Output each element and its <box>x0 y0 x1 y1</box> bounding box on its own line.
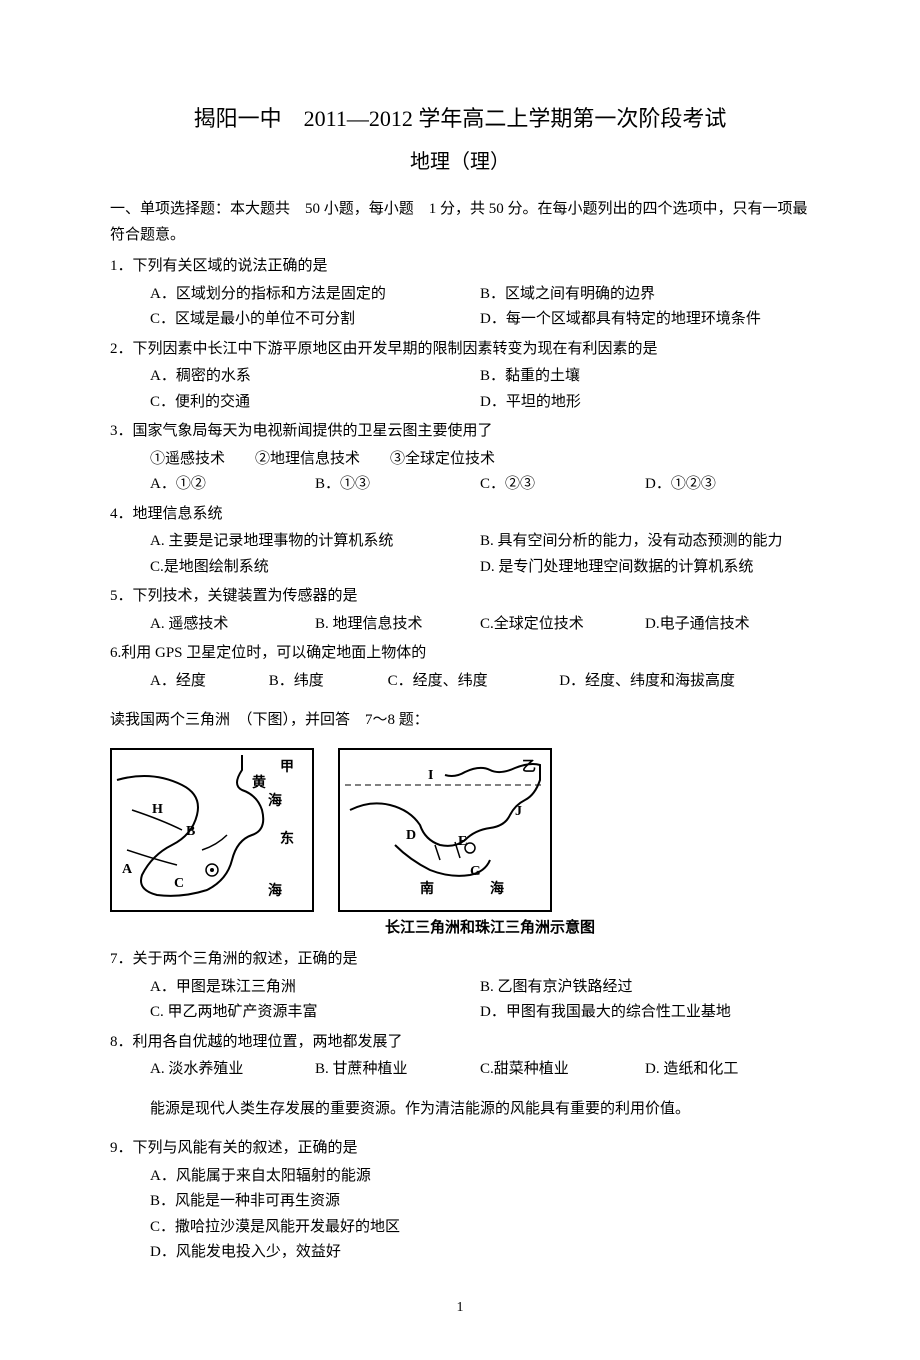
q7-opt-a: A．甲图是珠江三角洲 <box>150 975 480 1001</box>
q9-opt-a: A．风能属于来自太阳辐射的能源 <box>150 1164 810 1190</box>
fig-label-jia: 甲 <box>280 756 294 780</box>
fig-label-a: A <box>122 858 132 882</box>
fig-label-c: C <box>174 872 184 896</box>
question-5: 5．下列技术，关键装置为传感器的是 A. 遥感技术 B. 地理信息技术 C.全球… <box>110 584 810 637</box>
q3-opt-c: C．②③ <box>480 472 645 498</box>
q7-opt-d: D．甲图有我国最大的综合性工业基地 <box>480 1000 810 1026</box>
q1-opt-a: A．区域划分的指标和方法是固定的 <box>150 282 480 308</box>
q8-opt-d: D. 造纸和化工 <box>645 1057 810 1083</box>
q1-stem: 1．下列有关区域的说法正确的是 <box>110 254 810 280</box>
q6-opt-d: D．经度、纬度和海拔高度 <box>559 669 810 695</box>
q5-opt-c: C.全球定位技术 <box>480 612 645 638</box>
q6-stem: 6.利用 GPS 卫星定位时，可以确定地面上物体的 <box>110 641 810 667</box>
fig-label-hai-2: 海 <box>268 880 282 904</box>
q6-opt-a: A．经度 <box>150 669 269 695</box>
q5-opt-a: A. 遥感技术 <box>150 612 315 638</box>
q9-opt-d: D．风能发电投入少，效益好 <box>150 1240 810 1266</box>
q4-stem: 4．地理信息系统 <box>110 502 810 528</box>
fig-label-yi: 乙 <box>522 756 536 780</box>
q5-stem: 5．下列技术，关键装置为传感器的是 <box>110 584 810 610</box>
q2-opt-a: A．稠密的水系 <box>150 364 480 390</box>
q3-sub: ①遥感技术 ②地理信息技术 ③全球定位技术 <box>150 447 810 473</box>
page-number: 1 <box>110 1296 810 1320</box>
q8-opt-a: A. 淡水养殖业 <box>150 1057 315 1083</box>
q2-opt-c: C．便利的交通 <box>150 390 480 416</box>
q7-opt-c: C. 甲乙两地矿产资源丰富 <box>150 1000 480 1026</box>
fig-right-pearl: 乙 I J D E G 南 海 <box>338 748 552 912</box>
fig-label-h: H <box>152 798 163 822</box>
exam-title: 揭阳一中 2011—2012 学年高二上学期第一次阶段考试 <box>110 100 810 137</box>
q8-stem: 8．利用各自优越的地理位置，两地都发展了 <box>110 1030 810 1056</box>
q2-opt-b: B．黏重的土壤 <box>480 364 810 390</box>
q9-opt-b: B．风能是一种非可再生资源 <box>150 1189 810 1215</box>
fig-label-dong: 东 <box>280 828 294 852</box>
q7-stem: 7．关于两个三角洲的叙述，正确的是 <box>110 947 810 973</box>
q9-stem: 9．下列与风能有关的叙述，正确的是 <box>110 1136 810 1162</box>
question-9: 9．下列与风能有关的叙述，正确的是 A．风能属于来自太阳辐射的能源 B．风能是一… <box>110 1136 810 1266</box>
question-2: 2．下列因素中长江中下游平原地区由开发早期的限制因素转变为现在有利因素的是 A．… <box>110 337 810 416</box>
fig-left-yangtze: 甲 黄 海 东 海 H B A C <box>110 748 314 912</box>
section-instructions: 一、单项选择题：本大题共 50 小题，每小题 1 分，共 50 分。在每小题列出… <box>110 197 810 248</box>
q8-opt-b: B. 甘蔗种植业 <box>315 1057 480 1083</box>
q5-opt-b: B. 地理信息技术 <box>315 612 480 638</box>
q2-stem: 2．下列因素中长江中下游平原地区由开发早期的限制因素转变为现在有利因素的是 <box>110 337 810 363</box>
fig-label-nan: 南 <box>420 878 434 902</box>
fig-label-j: J <box>515 800 522 824</box>
q3-opt-b: B．①③ <box>315 472 480 498</box>
q3-opt-d: D．①②③ <box>645 472 810 498</box>
exam-subtitle: 地理（理） <box>110 145 810 179</box>
delta-figure: 甲 黄 海 东 海 H B A C 乙 I J D E G 南 <box>110 748 810 942</box>
q5-opt-d: D.电子通信技术 <box>645 612 810 638</box>
q9-opt-c: C．撒哈拉沙漠是风能开发最好的地区 <box>150 1215 810 1241</box>
q7-opt-b: B. 乙图有京沪铁路经过 <box>480 975 810 1001</box>
fig-label-d: D <box>406 824 416 848</box>
q1-opt-b: B．区域之间有明确的边界 <box>480 282 810 308</box>
fig-label-hai-1: 海 <box>268 790 282 814</box>
q4-opt-a: A. 主要是记录地理事物的计算机系统 <box>150 529 480 555</box>
q1-opt-c: C．区域是最小的单位不可分割 <box>150 307 480 333</box>
q1-opt-d: D．每一个区域都具有特定的地理环境条件 <box>480 307 810 333</box>
question-4: 4．地理信息系统 A. 主要是记录地理事物的计算机系统 B. 具有空间分析的能力… <box>110 502 810 581</box>
q3-opt-a: A．①② <box>150 472 315 498</box>
fig-label-hai-3: 海 <box>490 878 504 902</box>
question-7: 7．关于两个三角洲的叙述，正确的是 A．甲图是珠江三角洲 B. 乙图有京沪铁路经… <box>110 947 810 1026</box>
q6-opt-b: B．纬度 <box>269 669 388 695</box>
q2-opt-d: D．平坦的地形 <box>480 390 810 416</box>
question-1: 1．下列有关区域的说法正确的是 A．区域划分的指标和方法是固定的 B．区域之间有… <box>110 254 810 333</box>
fig-label-e: E <box>458 830 467 854</box>
context-7-8: 读我国两个三角洲 （下图），并回答 7～8 题： <box>110 708 810 734</box>
q8-opt-c: C.甜菜种植业 <box>480 1057 645 1083</box>
fig-label-b: B <box>186 820 195 844</box>
q4-opt-b: B. 具有空间分析的能力，没有动态预测的能力 <box>480 529 810 555</box>
fig-label-i: I <box>428 764 433 788</box>
q3-stem: 3．国家气象局每天为电视新闻提供的卫星云图主要使用了 <box>110 419 810 445</box>
question-6: 6.利用 GPS 卫星定位时，可以确定地面上物体的 A．经度 B．纬度 C．经度… <box>110 641 810 694</box>
q4-opt-d: D. 是专门处理地理空间数据的计算机系统 <box>480 555 810 581</box>
context-9: 能源是现代人类生存发展的重要资源。作为清洁能源的风能具有重要的利用价值。 <box>110 1097 810 1123</box>
fig-label-huang: 黄 <box>252 772 266 796</box>
q4-opt-c: C.是地图绘制系统 <box>150 555 480 581</box>
figure-caption: 长江三角洲和珠江三角洲示意图 <box>110 916 810 942</box>
question-3: 3．国家气象局每天为电视新闻提供的卫星云图主要使用了 ①遥感技术 ②地理信息技术… <box>110 419 810 498</box>
fig-label-g: G <box>470 860 481 884</box>
question-8: 8．利用各自优越的地理位置，两地都发展了 A. 淡水养殖业 B. 甘蔗种植业 C… <box>110 1030 810 1083</box>
q6-opt-c: C．经度、纬度 <box>388 669 560 695</box>
